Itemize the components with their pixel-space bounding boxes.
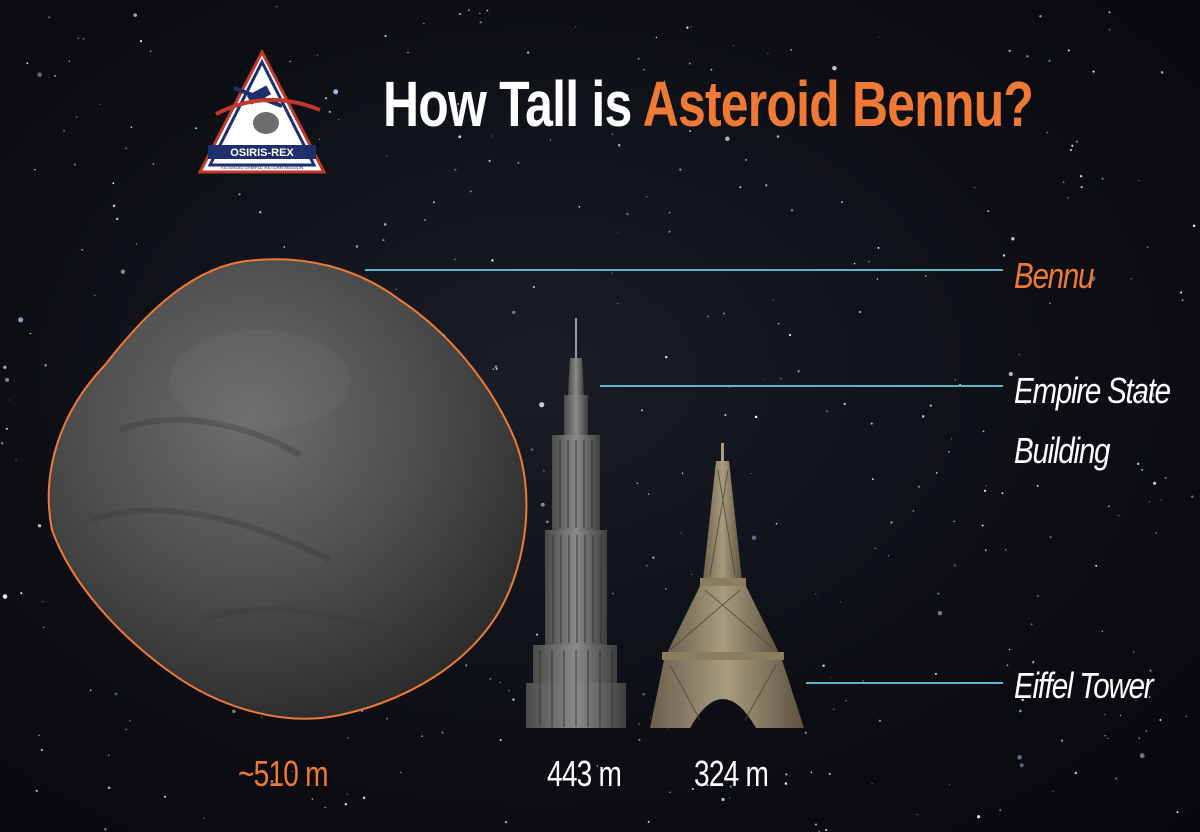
empire-state-reference-label-line1: Empire State (1014, 370, 1171, 411)
eiffel-height-value: 324 m (694, 753, 769, 794)
asteroid-icon (253, 112, 279, 134)
logo-subtitle: ASTEROID SAMPLE RETURN MISSION (221, 165, 304, 170)
bennu-asteroid (47, 258, 528, 720)
empire-state-building (526, 318, 626, 728)
empire-state-height-value: 443 m (547, 753, 622, 794)
eiffel-reference-label: Eiffel Tower (1014, 665, 1154, 706)
empire-state-reference-label-line2: Building (1014, 430, 1110, 471)
page-title: How Tall is Asteroid Bennu? (383, 72, 1034, 136)
osiris-rex-logo: OSIRIS-REX ASTEROID SAMPLE RETURN MISSIO… (197, 48, 327, 174)
bennu-height-value: ~510 m (238, 753, 329, 794)
eiffel-tower (650, 443, 804, 728)
title-part-1: How Tall is (383, 68, 632, 140)
bennu-reference-label: Bennu (1014, 255, 1094, 296)
title-part-2: Asteroid Bennu? (642, 68, 1034, 140)
logo-text: OSIRIS-REX (230, 147, 294, 159)
